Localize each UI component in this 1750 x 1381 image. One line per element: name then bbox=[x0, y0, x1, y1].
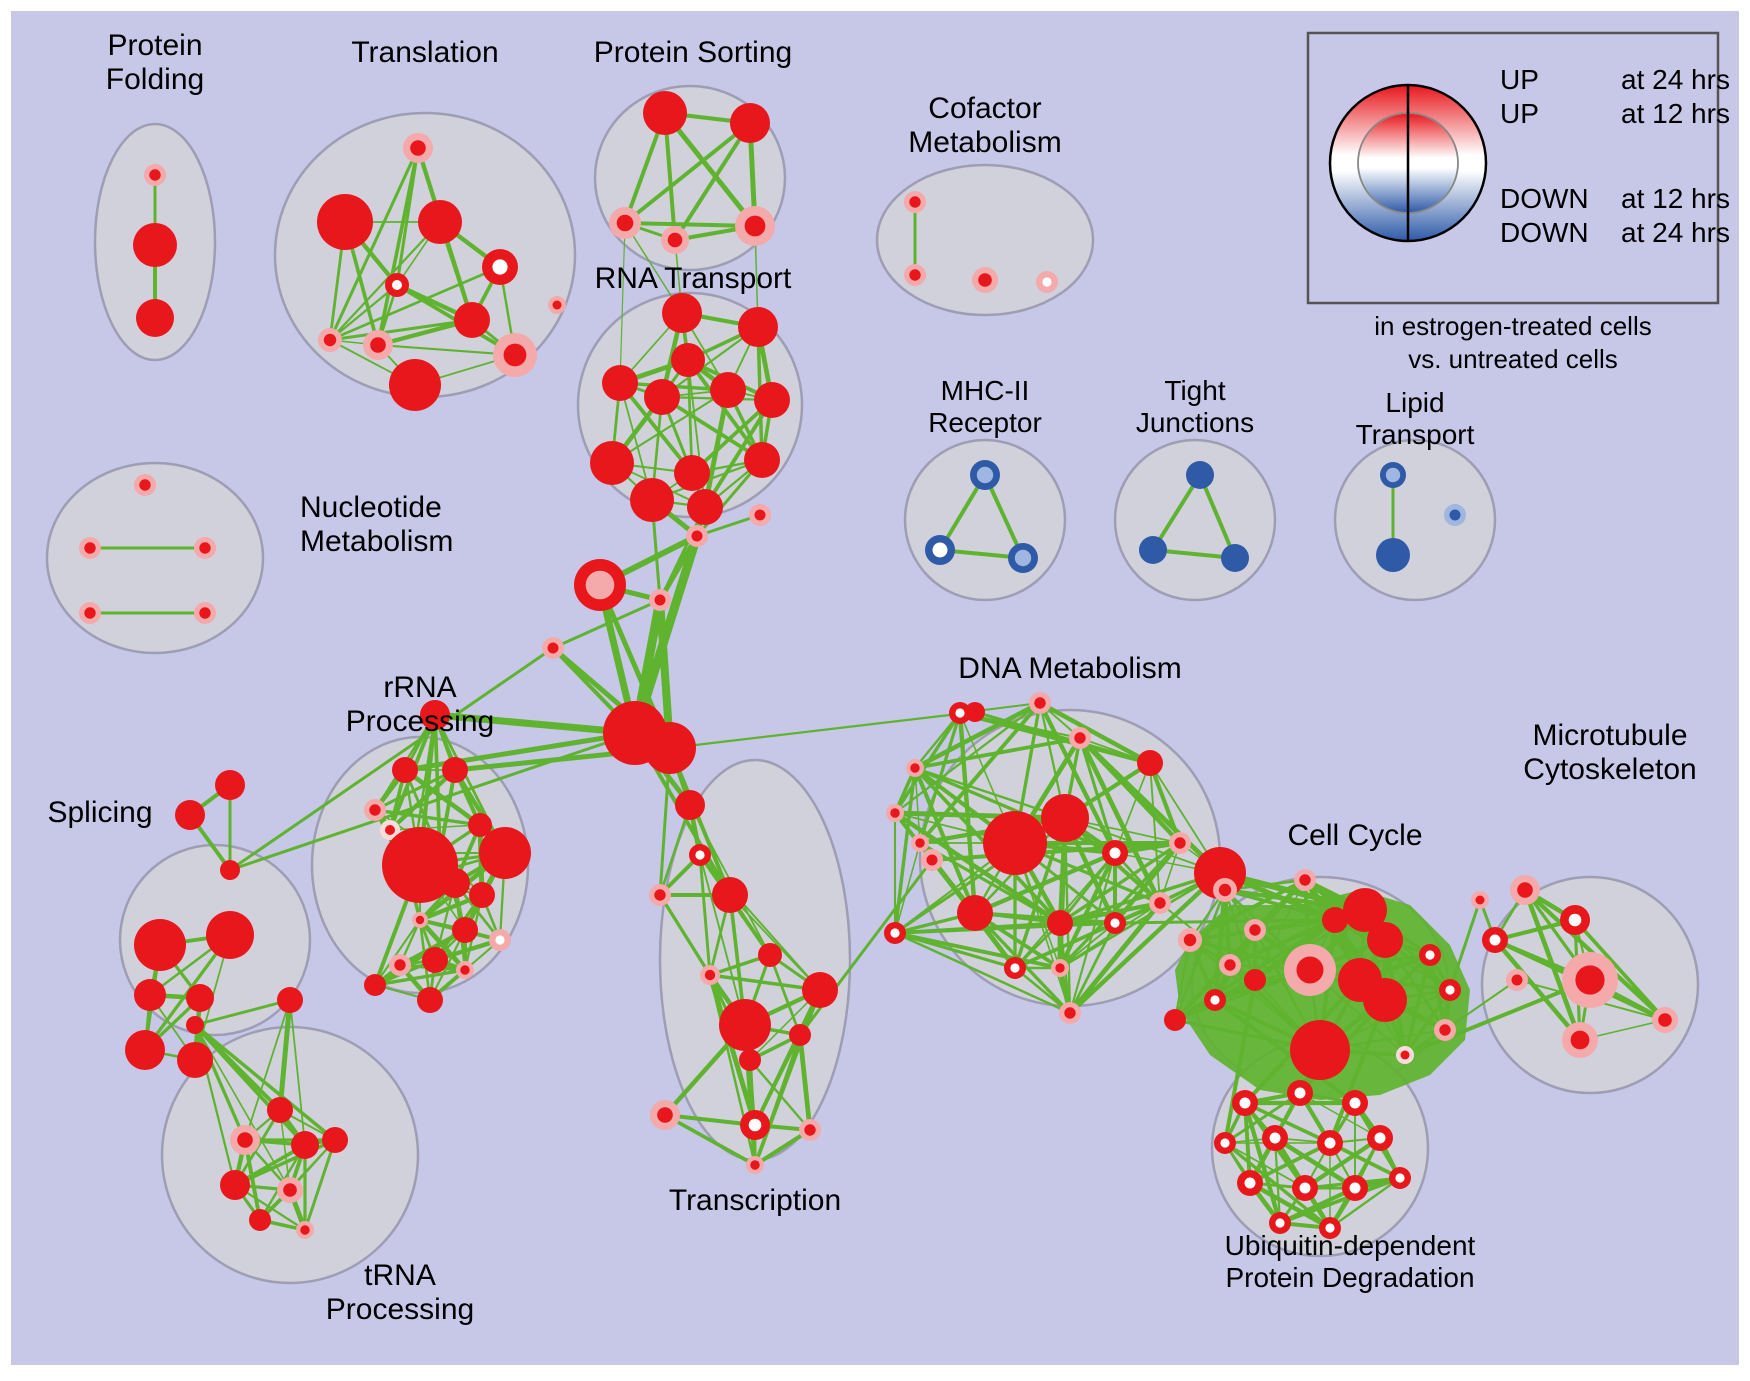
svg-text:Transcription: Transcription bbox=[669, 1184, 841, 1217]
svg-text:DOWN: DOWN bbox=[1500, 183, 1589, 214]
svg-text:RNA Transport: RNA Transport bbox=[595, 262, 792, 295]
svg-text:Receptor: Receptor bbox=[928, 407, 1042, 438]
svg-text:Protein Sorting: Protein Sorting bbox=[594, 36, 792, 69]
svg-text:Splicing: Splicing bbox=[47, 796, 152, 829]
svg-text:Ubiquitin-dependent: Ubiquitin-dependent bbox=[1225, 1230, 1476, 1261]
svg-text:Protein Degradation: Protein Degradation bbox=[1225, 1262, 1474, 1293]
svg-text:tRNA: tRNA bbox=[364, 1259, 436, 1292]
svg-text:Junctions: Junctions bbox=[1136, 407, 1254, 438]
svg-text:Protein: Protein bbox=[107, 29, 202, 62]
svg-text:UP: UP bbox=[1500, 98, 1539, 129]
svg-text:Metabolism: Metabolism bbox=[300, 525, 453, 558]
svg-text:MHC-II: MHC-II bbox=[941, 375, 1030, 406]
svg-text:at 12 hrs: at 12 hrs bbox=[1621, 98, 1730, 129]
svg-text:Translation: Translation bbox=[351, 36, 498, 69]
svg-text:Nucleotide: Nucleotide bbox=[300, 491, 442, 524]
svg-text:Processing: Processing bbox=[346, 705, 494, 738]
svg-text:Microtubule: Microtubule bbox=[1532, 719, 1687, 752]
svg-text:Lipid: Lipid bbox=[1385, 387, 1444, 418]
svg-text:vs. untreated cells: vs. untreated cells bbox=[1408, 344, 1618, 374]
svg-text:UP: UP bbox=[1500, 64, 1539, 95]
svg-text:DOWN: DOWN bbox=[1500, 217, 1589, 248]
svg-text:at 12 hrs: at 12 hrs bbox=[1621, 183, 1730, 214]
svg-text:Cofactor: Cofactor bbox=[928, 92, 1041, 125]
svg-text:in estrogen-treated cells: in estrogen-treated cells bbox=[1374, 311, 1651, 341]
svg-text:at 24 hrs: at 24 hrs bbox=[1621, 217, 1730, 248]
svg-text:at 24 hrs: at 24 hrs bbox=[1621, 64, 1730, 95]
svg-text:DNA Metabolism: DNA Metabolism bbox=[958, 652, 1181, 685]
svg-text:Tight: Tight bbox=[1164, 375, 1225, 406]
svg-text:Transport: Transport bbox=[1356, 419, 1475, 450]
svg-text:rRNA: rRNA bbox=[383, 671, 456, 704]
svg-text:Metabolism: Metabolism bbox=[908, 126, 1061, 159]
svg-text:Cytoskeleton: Cytoskeleton bbox=[1523, 753, 1696, 786]
svg-text:Cell Cycle: Cell Cycle bbox=[1287, 819, 1422, 852]
svg-text:Folding: Folding bbox=[106, 63, 204, 96]
svg-text:Processing: Processing bbox=[326, 1293, 474, 1326]
